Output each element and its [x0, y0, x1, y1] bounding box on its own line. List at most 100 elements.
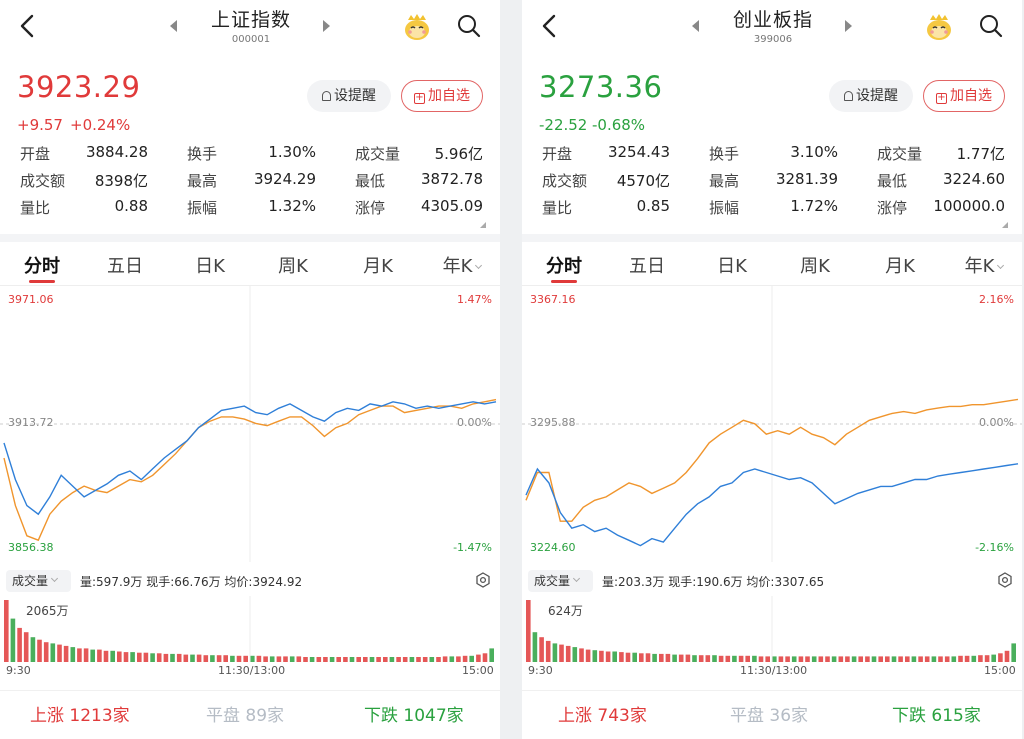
- stat-value: 100000.0: [933, 197, 1005, 215]
- volume-bar: [396, 657, 401, 662]
- volume-chart: [526, 596, 1016, 662]
- mascot-icon[interactable]: [924, 12, 954, 42]
- chart-mid-pct: 0.00%: [457, 416, 492, 429]
- chart-top-pct: 1.47%: [457, 293, 492, 306]
- volume-bar: [216, 655, 222, 662]
- volume-bar: [692, 655, 697, 662]
- volume-bar: [811, 656, 817, 662]
- volume-bar: [712, 655, 717, 662]
- top-nav: 上证指数 000001: [0, 0, 500, 52]
- tab-1[interactable]: 五日: [612, 252, 682, 278]
- volume-bar: [456, 656, 461, 662]
- volume-bar: [236, 655, 242, 662]
- index-code: 399006: [753, 34, 793, 45]
- volume-bar: [363, 657, 368, 662]
- next-arrow-icon[interactable]: [845, 20, 852, 32]
- stat-label: 最高: [709, 172, 740, 190]
- volume-bar: [289, 656, 295, 662]
- volume-bar: [924, 656, 930, 662]
- stat-value: 3884.28: [85, 143, 148, 161]
- chart-mid-price: 3295.88: [530, 416, 576, 429]
- advancers: 上涨 1213家: [30, 701, 130, 726]
- mascot-icon[interactable]: [402, 12, 432, 42]
- market-breadth: 上涨 743家 平盘 36家 下跌 615家: [522, 690, 1022, 732]
- volume-bar: [552, 643, 558, 662]
- chart-mid-pct: 0.00%: [979, 416, 1014, 429]
- tab-5[interactable]: 年K: [949, 252, 1019, 278]
- stat-value: 5.96亿: [434, 145, 483, 163]
- tab-0[interactable]: 分时: [529, 252, 599, 278]
- intraday-chart[interactable]: [0, 286, 500, 562]
- expand-corner-icon[interactable]: [1002, 222, 1008, 228]
- volume-bar: [964, 655, 970, 662]
- add-watchlist-button[interactable]: + 加自选: [401, 80, 483, 112]
- gear-icon[interactable]: [475, 572, 491, 588]
- time-end: 15:00: [984, 664, 1016, 677]
- price-line: [3, 401, 497, 516]
- tab-2[interactable]: 日K: [697, 252, 767, 278]
- volume-bar: [276, 656, 282, 662]
- back-chevron-icon[interactable]: [14, 12, 42, 40]
- expand-corner-icon[interactable]: [480, 222, 486, 228]
- tab-2[interactable]: 日K: [175, 252, 245, 278]
- back-chevron-icon[interactable]: [536, 12, 564, 40]
- volume-bar: [639, 653, 644, 662]
- stat-label: 量比: [20, 199, 51, 217]
- time-end: 15:00: [462, 664, 494, 677]
- stat-label: 涨停: [355, 199, 386, 217]
- volume-bar: [911, 656, 917, 662]
- tab-4[interactable]: 月K: [343, 252, 413, 278]
- volume-bar: [732, 655, 737, 662]
- intraday-chart[interactable]: [522, 286, 1022, 562]
- tab-3[interactable]: 周K: [780, 252, 850, 278]
- stat-label: 最高: [187, 172, 218, 190]
- next-arrow-icon[interactable]: [323, 20, 330, 32]
- advancers-label: 上涨: [558, 706, 592, 726]
- stat-label: 最低: [877, 172, 908, 190]
- volume-bar: [971, 655, 977, 662]
- volume-toolbar: 成交量 量:597.9万 现手:66.76万 均价:3924.92: [0, 568, 500, 594]
- price-change-pct: +0.24%: [70, 116, 131, 134]
- volume-bar: [938, 656, 943, 662]
- active-tab-indicator: [551, 280, 577, 283]
- gear-icon[interactable]: [997, 572, 1013, 588]
- volume-bar: [698, 655, 704, 662]
- tab-4[interactable]: 月K: [865, 252, 935, 278]
- set-alert-button[interactable]: 设提醒: [829, 80, 913, 112]
- stat-value: 1.77亿: [956, 145, 1005, 163]
- volume-bar: [243, 655, 248, 662]
- prev-arrow-icon[interactable]: [692, 20, 699, 32]
- volume-bar: [103, 650, 109, 662]
- volume-bar: [336, 657, 341, 662]
- prev-arrow-icon[interactable]: [170, 20, 177, 32]
- stat-label: 成交量: [355, 145, 401, 163]
- advancers-count: 1213家: [69, 706, 130, 726]
- decliners: 下跌 1047家: [364, 701, 464, 726]
- tab-1[interactable]: 五日: [90, 252, 160, 278]
- volume-bar: [489, 648, 494, 662]
- decliners-label: 下跌: [892, 706, 926, 726]
- tab-0[interactable]: 分时: [7, 252, 77, 278]
- chevron-down-icon: [50, 574, 59, 583]
- volume-bar: [752, 655, 757, 662]
- unchanged-count: 36家: [769, 706, 809, 726]
- volume-selector[interactable]: 成交量: [6, 570, 72, 592]
- tab-label: 日K: [717, 256, 747, 277]
- tab-3[interactable]: 周K: [258, 252, 328, 278]
- search-icon[interactable]: [978, 13, 1004, 39]
- volume-selector[interactable]: 成交量: [528, 570, 594, 592]
- stat-value: 3281.39: [775, 170, 838, 188]
- volume-bar: [469, 655, 474, 662]
- volume-bar: [918, 656, 923, 662]
- add-watchlist-button[interactable]: + 加自选: [923, 80, 1005, 112]
- volume-bar: [632, 652, 637, 662]
- tab-5[interactable]: 年K: [427, 252, 497, 278]
- volume-bar: [931, 656, 937, 662]
- tab-label: 周K: [800, 256, 830, 277]
- stat-value: 0.88: [114, 197, 148, 215]
- search-icon[interactable]: [456, 13, 482, 39]
- volume-bar: [422, 657, 428, 662]
- stat-value: 8398亿: [94, 172, 148, 190]
- set-alert-button[interactable]: 设提醒: [307, 80, 391, 112]
- volume-bar: [449, 656, 455, 662]
